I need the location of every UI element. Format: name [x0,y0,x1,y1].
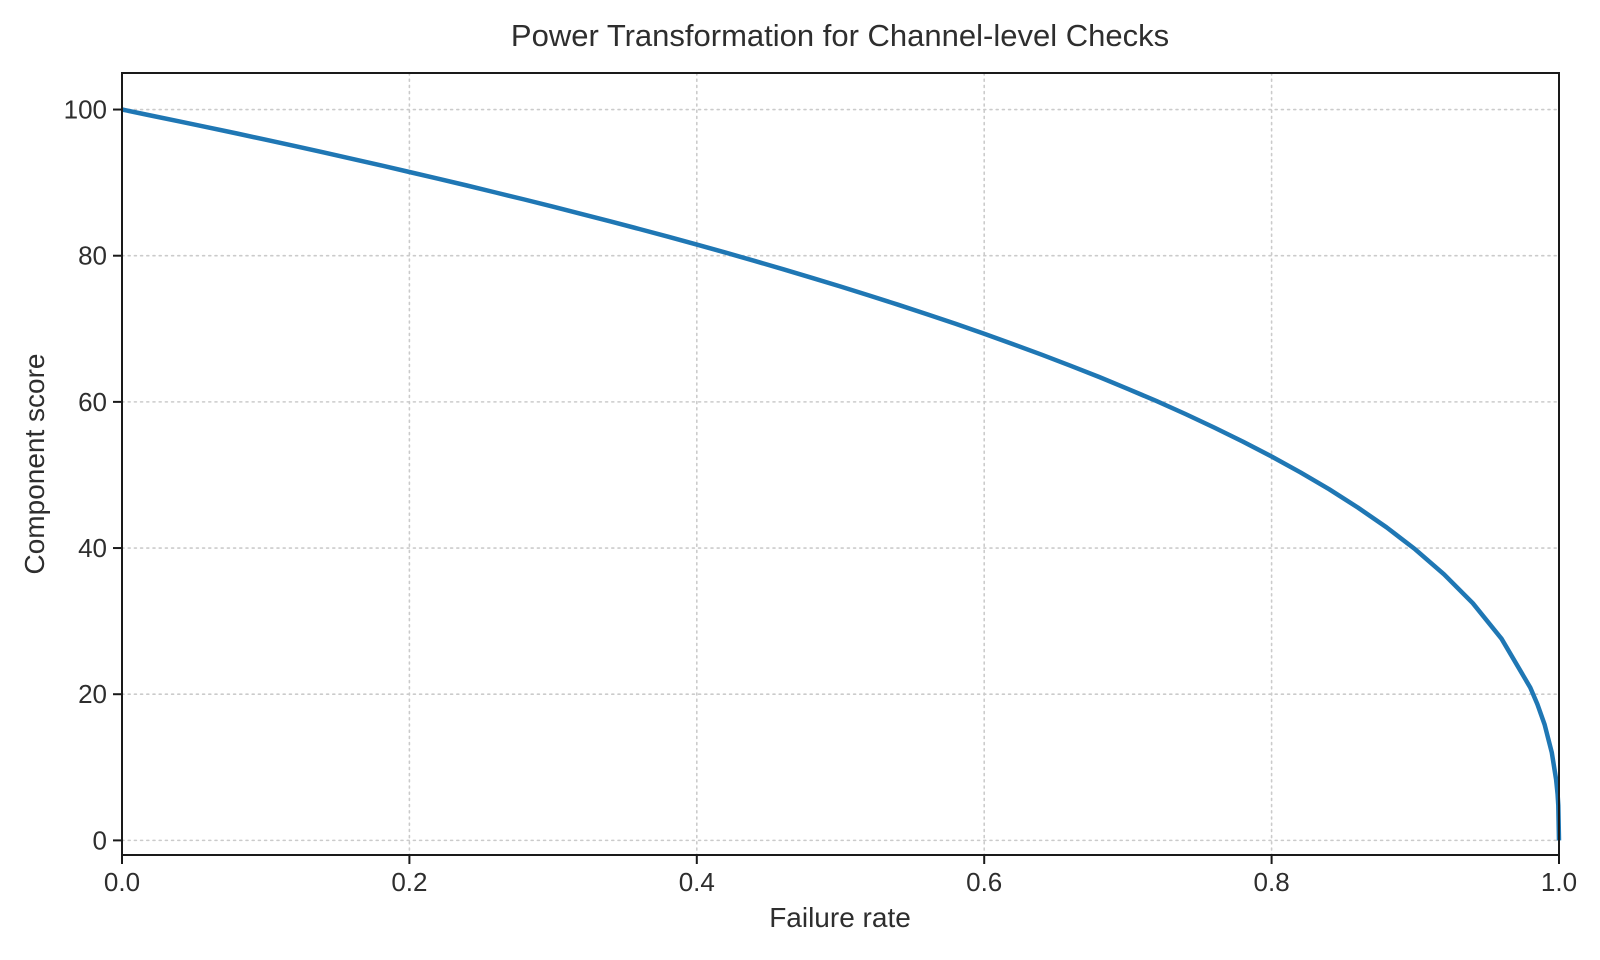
y-tick-label: 0 [93,825,107,855]
chart-title: Power Transformation for Channel-level C… [511,18,1169,53]
ticks [113,108,1560,864]
tick-labels: 0.0 0.2 0.4 0.6 0.8 1.0 0 20 40 60 80 100 [64,95,1577,897]
grid [121,72,1560,856]
plot-border [121,72,1560,856]
x-tick-label: 0.6 [966,867,1002,897]
x-axis-label: Failure rate [769,902,911,933]
series-line-component-score [121,107,1562,841]
y-tick-label: 40 [78,533,107,563]
series-group [121,107,1562,841]
x-tick-label: 0.4 [679,867,715,897]
x-tick-label: 0.2 [391,867,427,897]
y-axis-label: Component score [19,353,50,574]
y-tick-label: 20 [78,679,107,709]
x-tick-label: 0.0 [104,867,140,897]
x-tick-label: 0.8 [1254,867,1290,897]
x-tick-label: 1.0 [1541,867,1577,897]
y-tick-label: 60 [78,387,107,417]
y-tick-label: 100 [64,95,107,125]
y-tick-label: 80 [78,241,107,271]
